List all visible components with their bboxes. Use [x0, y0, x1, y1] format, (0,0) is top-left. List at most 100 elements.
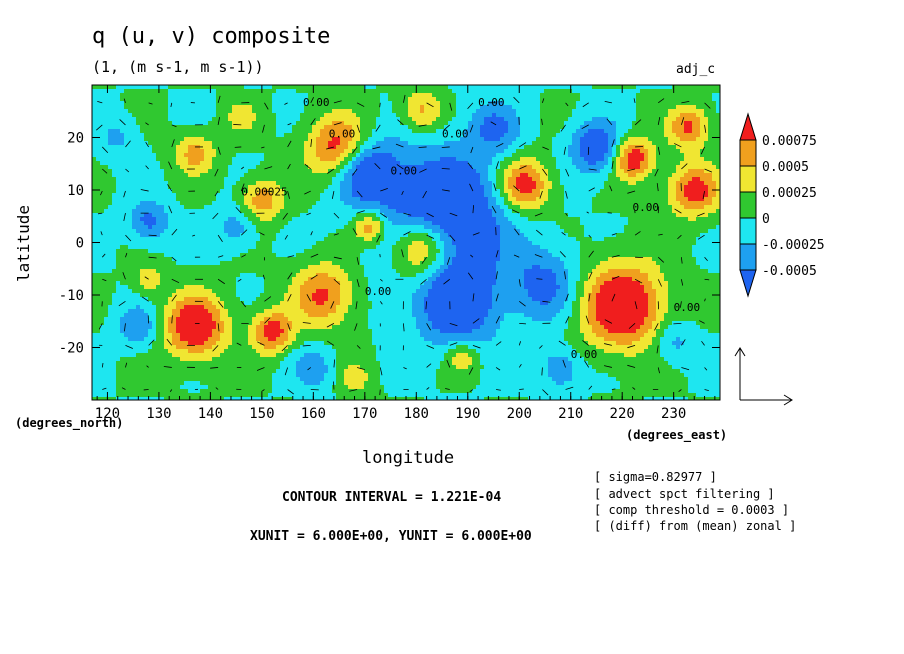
wind-arrow [356, 279, 360, 288]
wind-arrow [148, 256, 157, 259]
wind-arrow [627, 190, 636, 194]
wind-arrow [704, 124, 707, 133]
wind-arrow [306, 212, 311, 216]
wind-arrow [588, 187, 595, 192]
wind-arrow [310, 138, 313, 147]
wind-arrow [100, 190, 103, 196]
wind-arrow [628, 323, 636, 329]
wind-arrow [449, 212, 458, 217]
wind-arrow [327, 168, 335, 174]
wind-arrow [125, 345, 133, 349]
wind-arrow [123, 190, 126, 198]
plot-units: (1, (m s-1, m s-1)) [92, 58, 264, 76]
wind-arrow [446, 257, 451, 265]
x-tick-label: 140 [198, 406, 223, 422]
contour-label: 0.00 [632, 201, 659, 214]
wind-arrow [167, 184, 173, 192]
wind-arrow [326, 322, 335, 328]
wind-arrow [217, 323, 220, 332]
wind-arrow [240, 301, 247, 308]
wind-arrow [264, 317, 271, 324]
contour-label: 0.00 [674, 301, 701, 314]
contour-label: 0.00025 [241, 185, 287, 198]
wind-arrow [333, 100, 342, 104]
wind-arrow [472, 205, 475, 214]
wind-arrow [633, 98, 636, 103]
wind-arrow [422, 190, 427, 199]
wind-arrow [426, 212, 434, 218]
wind-arrow [331, 190, 335, 199]
wind-arrow [446, 359, 451, 368]
wind-arrow [518, 279, 521, 287]
wind-arrow [586, 211, 589, 214]
wind-arrow [542, 98, 545, 103]
wind-arrow [302, 345, 311, 347]
wind-arrow [102, 278, 107, 282]
wind-arrow [627, 364, 636, 368]
wind-arrow [542, 168, 548, 176]
wind-arrow [356, 345, 361, 349]
wind-arrow [634, 301, 638, 310]
wind-arrow [401, 190, 404, 196]
wind-arrow [241, 229, 248, 236]
wind-arrow [287, 255, 295, 258]
wind-arrow [356, 257, 360, 265]
wind-arrow [333, 359, 336, 368]
wind-arrow [262, 124, 265, 133]
wind-arrow [511, 209, 520, 214]
wind-arrow [588, 168, 597, 171]
wind-arrow [119, 119, 126, 126]
wind-arrow [379, 301, 383, 305]
contour-interval: CONTOUR INTERVAL = 1.221E-04 [282, 490, 502, 505]
wind-arrow [678, 389, 682, 393]
contour-label: 0.00 [303, 96, 330, 109]
colorbar-seg [739, 165, 757, 193]
wind-arrow [565, 212, 568, 217]
wind-arrow [97, 100, 103, 104]
wind-arrow [356, 210, 365, 214]
wind-arrow [379, 102, 381, 108]
y-tick-label: 10 [67, 183, 84, 199]
wind-arrow [125, 362, 128, 368]
wind-arrow [356, 124, 361, 133]
wind-arrow [123, 213, 126, 222]
wind-arrow [264, 102, 269, 110]
wind-arrow [565, 102, 569, 107]
contour-label: 0.00 [365, 285, 392, 298]
wind-arrow [145, 165, 149, 170]
wind-arrow [310, 231, 313, 236]
wind-arrow [102, 168, 108, 174]
wind-arrow [656, 345, 659, 354]
colorbar-label: -0.00025 [762, 238, 825, 253]
wind-arrow [333, 212, 340, 219]
wind-arrow [582, 340, 589, 346]
wind-arrow [565, 315, 570, 324]
wind-arrow [472, 345, 481, 349]
wind-arrow [284, 367, 288, 376]
wind-arrow [588, 385, 593, 390]
wind-arrow [284, 234, 288, 240]
wind-arrow [493, 183, 497, 192]
y-axis-note: (degrees_north) [15, 416, 124, 430]
wind-arrow [287, 389, 294, 395]
wind-arrow [681, 163, 688, 170]
wind-arrow [700, 146, 705, 155]
wind-arrow [562, 359, 566, 368]
wind-arrow [588, 293, 591, 302]
wind-arrow [287, 323, 291, 331]
wind-arrow [380, 278, 383, 282]
wind-arrow [495, 341, 502, 346]
wind-arrow [259, 232, 265, 236]
wind-arrow [287, 140, 292, 148]
wind-arrow [425, 301, 427, 310]
wind-arrow [496, 389, 501, 391]
wind-arrow [518, 363, 522, 368]
wind-arrow [310, 274, 318, 280]
colorbar-label: 0.00025 [762, 186, 817, 201]
wind-arrow [467, 162, 474, 170]
wind-arrow [495, 367, 501, 371]
wind-arrow [171, 124, 177, 128]
x-tick-label: 230 [661, 406, 686, 422]
wind-arrow [125, 234, 132, 242]
wind-arrow [380, 212, 388, 218]
